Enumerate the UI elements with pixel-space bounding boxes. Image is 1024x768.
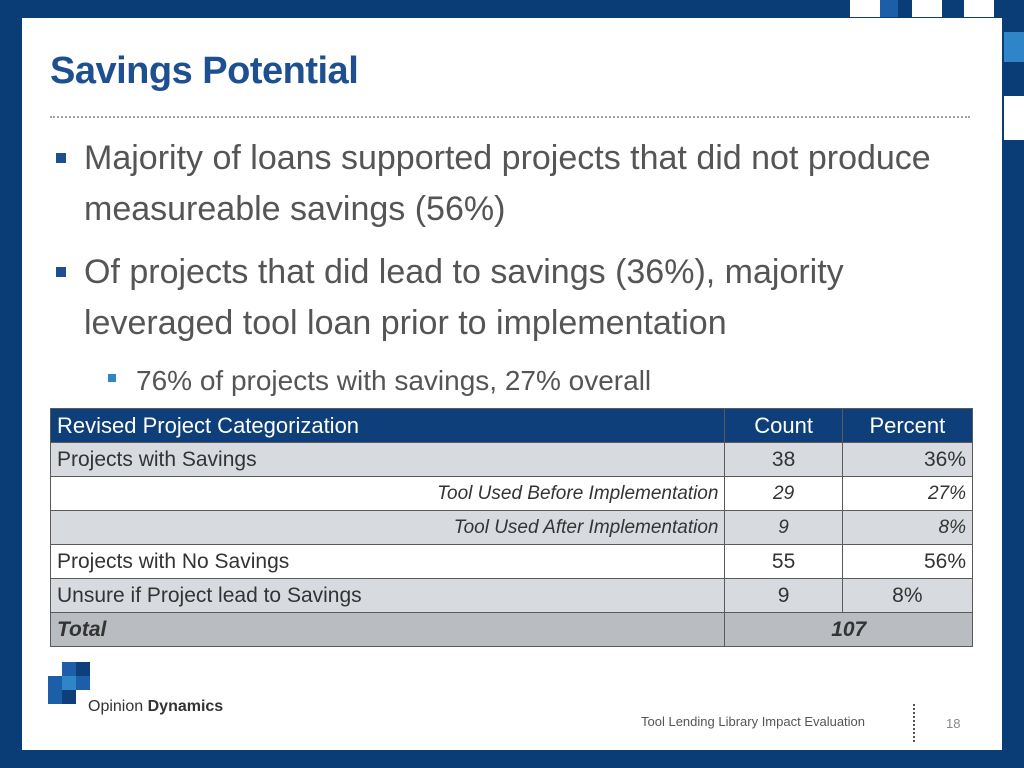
sub-bullet-1: 76% of projects with savings, 27% overal… xyxy=(108,360,956,402)
sub-bullet-1-text: 76% of projects with savings, 27% overal… xyxy=(136,365,652,396)
page-title: Savings Potential xyxy=(50,50,359,92)
header-category: Revised Project Categorization xyxy=(49,408,726,443)
row-percent: 56% xyxy=(841,544,974,579)
categorization-table: Revised Project Categorization Count Per… xyxy=(49,408,974,647)
row-percent: 36% xyxy=(841,442,974,477)
row-count: 55 xyxy=(724,544,843,579)
row-count: 9 xyxy=(724,510,843,545)
row-count: 38 xyxy=(724,442,843,477)
table-header-row: Revised Project Categorization Count Per… xyxy=(49,408,974,443)
bullet-2: Of projects that did lead to savings (36… xyxy=(56,247,964,349)
bullet-2-text: Of projects that did lead to savings (36… xyxy=(84,253,844,342)
header-count: Count xyxy=(724,408,843,443)
footer-divider xyxy=(913,704,915,742)
row-count: 29 xyxy=(724,476,843,511)
row-percent: 8% xyxy=(841,510,974,545)
opinion-dynamics-logo-icon xyxy=(48,662,90,704)
table-row: Tool Used After Implementation 9 8% xyxy=(49,510,974,545)
table-row: Unsure if Project lead to Savings 9 8% xyxy=(49,578,974,613)
bullet-1: Majority of loans supported projects tha… xyxy=(56,133,964,235)
row-percent: 8% xyxy=(841,578,974,613)
bullet-square-icon xyxy=(108,374,116,382)
table-total-row: Total 107 xyxy=(49,612,973,647)
row-label: Tool Used After Implementation xyxy=(49,510,726,545)
bullet-1-text: Majority of loans supported projects tha… xyxy=(84,139,931,228)
row-label: Projects with No Savings xyxy=(49,544,726,579)
logo-word-2: Dynamics xyxy=(147,698,224,715)
row-label: Projects with Savings xyxy=(49,442,726,477)
table-row: Tool Used Before Implementation 29 27% xyxy=(49,476,974,511)
footer-title: Tool Lending Library Impact Evaluation xyxy=(641,714,866,729)
row-percent: 27% xyxy=(841,476,974,511)
bullet-square-icon xyxy=(56,153,66,163)
table-row: Projects with Savings 38 36% xyxy=(49,442,974,477)
total-label: Total xyxy=(49,612,726,647)
header-percent: Percent xyxy=(841,408,974,443)
logo-word-1: Opinion xyxy=(88,698,144,715)
row-count: 9 xyxy=(724,578,843,613)
title-divider xyxy=(50,116,970,118)
logo-text: Opinion Dynamics xyxy=(88,698,223,716)
page-number: 18 xyxy=(946,716,961,731)
row-label: Unsure if Project lead to Savings xyxy=(49,578,726,613)
table-row: Projects with No Savings 55 56% xyxy=(49,544,974,579)
row-label: Tool Used Before Implementation xyxy=(49,476,726,511)
bullet-square-icon xyxy=(56,267,66,277)
total-count: 107 xyxy=(724,612,973,647)
decorative-squares-icon xyxy=(850,0,1024,140)
